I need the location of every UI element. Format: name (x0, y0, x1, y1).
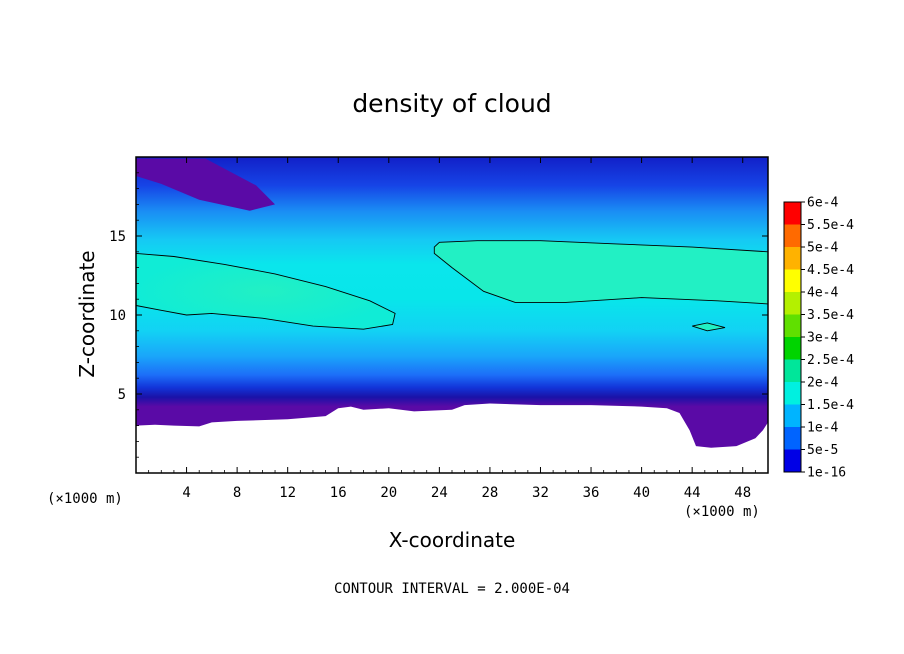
colorbar-swatch (784, 382, 801, 405)
band-lower-left-core (136, 253, 396, 330)
x-tick-label: 48 (734, 485, 751, 501)
x-unit-right: (×1000 m) (684, 504, 760, 520)
colorbar-swatch (784, 224, 801, 247)
colorbar-label: 1e-16 (807, 466, 846, 481)
colorbar-label: 2.5e-4 (807, 353, 854, 368)
x-axis-label: X-coordinate (389, 528, 516, 552)
x-tick-label: 20 (380, 485, 397, 501)
contour-small-contour (692, 322, 726, 332)
terrain-mask (136, 403, 768, 473)
x-tick-label: 12 (279, 485, 296, 501)
band-layer (136, 158, 768, 331)
colorbar: 6e-4 5.5e-4 5e-4 4.5e-4 4e-4 3.5e-4 3e-4 2.5e-4… (783, 196, 854, 481)
x-tick-label: 4 (182, 485, 190, 501)
plot-area (135, 156, 769, 474)
x-unit-left: (×1000 m) (47, 491, 123, 507)
colorbar-label: 5e-5 (807, 443, 838, 458)
colorbar-label: 4e-4 (807, 286, 838, 301)
colorbar-swatch (784, 247, 801, 270)
colorbar-swatch (784, 202, 801, 225)
band-right-core (434, 240, 768, 304)
colorbar-label: 1e-4 (807, 421, 838, 436)
colorbar-swatch (784, 359, 801, 382)
x-tick-label: 44 (684, 485, 701, 501)
contour-layer (136, 240, 768, 332)
contour-interval-note: CONTOUR INTERVAL = 2.000E-04 (334, 581, 570, 597)
x-tick-label: 32 (532, 485, 549, 501)
x-tick-label: 28 (481, 485, 498, 501)
colorbar-label: 5.5e-4 (807, 218, 854, 233)
y-tick-label: 10 (109, 308, 126, 324)
colorbar-swatch (784, 449, 801, 472)
x-tick-label: 24 (431, 485, 448, 501)
x-tick-label: 40 (633, 485, 650, 501)
colorbar-label: 2e-4 (807, 376, 838, 391)
x-tick-label: 8 (233, 485, 241, 501)
chart-title: density of cloud (352, 89, 551, 118)
colorbar-label: 3e-4 (807, 331, 838, 346)
y-tick-label: 15 (109, 229, 126, 245)
colorbar-swatch (784, 314, 801, 337)
colorbar-swatch (784, 404, 801, 427)
colorbar-swatch (784, 269, 801, 292)
colorbar-swatch (784, 427, 801, 450)
colorbar-swatch (784, 337, 801, 360)
contour-left-contour (136, 252, 396, 330)
y-axis-ticks: 5 10 15 (109, 172, 768, 458)
colorbar-label: 1.5e-4 (807, 398, 854, 413)
terrain-layer (136, 403, 768, 473)
colorbar-swatch (784, 292, 801, 315)
colorbar-label: 5e-4 (807, 241, 838, 256)
band-upper-left-minimum (136, 158, 275, 211)
x-tick-label: 36 (583, 485, 600, 501)
colorbar-label: 4.5e-4 (807, 263, 854, 278)
x-axis-ticks: 4 8 12 16 20 24 28 32 36 40 44 48 (148, 157, 756, 501)
colorbar-label: 6e-4 (807, 196, 838, 211)
y-tick-label: 5 (118, 387, 126, 403)
x-tick-label: 16 (330, 485, 347, 501)
y-axis-label: Z-coordinate (75, 250, 99, 377)
contour-right-contour (433, 240, 768, 305)
colorbar-label: 3.5e-4 (807, 308, 854, 323)
